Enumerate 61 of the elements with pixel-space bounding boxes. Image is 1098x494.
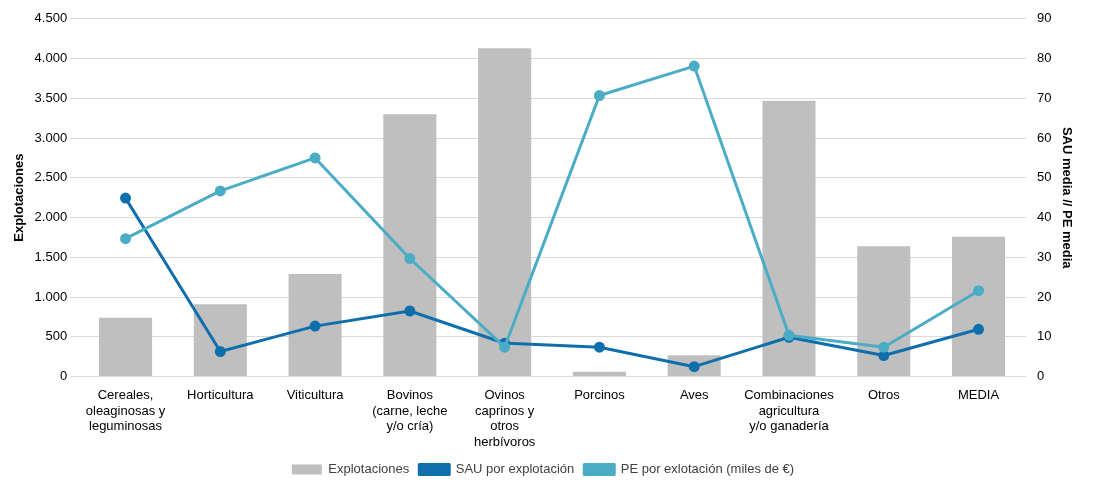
x-tick-label: MEDIA bbox=[957, 386, 1000, 402]
y-tick-label: 3.500 bbox=[34, 89, 68, 105]
y2-tick-label: 80 bbox=[1036, 50, 1052, 66]
y-axis-title: Explotaciones bbox=[11, 153, 27, 242]
point bbox=[309, 152, 321, 164]
x-tick-label: Ovinos caprinos y otros herbívoros bbox=[473, 386, 536, 449]
bar bbox=[383, 114, 437, 377]
point bbox=[120, 192, 132, 204]
y-tick-label: 500 bbox=[45, 328, 68, 344]
x-tick-label: Aves bbox=[679, 386, 710, 402]
point bbox=[688, 60, 700, 72]
y2-tick-label: 0 bbox=[1036, 368, 1045, 384]
point bbox=[404, 305, 416, 317]
y2-tick-label: 90 bbox=[1036, 10, 1052, 26]
legend-label: PE por exlotación (miles de €) bbox=[620, 461, 795, 477]
x-tick-label: Porcinos bbox=[574, 386, 626, 402]
legend-label: Explotaciones bbox=[328, 461, 410, 477]
point bbox=[593, 341, 605, 353]
point bbox=[499, 341, 511, 353]
y-tick-label: 1.000 bbox=[34, 288, 68, 304]
bar bbox=[288, 274, 342, 377]
x-tick-label: Bovinos (carne, leche y/o cría) bbox=[372, 386, 448, 434]
x-tick-label: Combinaciones agricultura y/o ganadería bbox=[744, 386, 835, 434]
y-tick-label: 2.500 bbox=[34, 169, 68, 185]
point bbox=[120, 233, 132, 245]
point bbox=[688, 361, 700, 373]
y2-tick-label: 10 bbox=[1036, 328, 1052, 344]
bar bbox=[98, 317, 153, 377]
point bbox=[593, 90, 605, 102]
point bbox=[973, 285, 985, 297]
y2-tick-label: 30 bbox=[1036, 248, 1052, 264]
y2-tick-label: 50 bbox=[1036, 169, 1052, 185]
y-tick-label: 0 bbox=[59, 368, 68, 384]
bar bbox=[762, 100, 816, 377]
y2-tick-label: 20 bbox=[1036, 288, 1052, 304]
x-tick-label: Viticultura bbox=[286, 386, 345, 402]
y-tick-label: 4.000 bbox=[34, 50, 68, 66]
bar bbox=[857, 246, 911, 377]
y-tick-label: 1.500 bbox=[34, 248, 68, 264]
y2-tick-label: 70 bbox=[1036, 89, 1052, 105]
bar bbox=[478, 48, 532, 377]
x-tick-label: Horticultura bbox=[187, 386, 255, 402]
point bbox=[214, 185, 226, 197]
x-tick-label: Cereales, oleaginosas y leguminosas bbox=[85, 386, 166, 434]
point bbox=[973, 323, 985, 335]
y-tick-label: 2.000 bbox=[34, 209, 68, 225]
x-tick-label: Otros bbox=[867, 386, 901, 402]
legend-label: SAU por explotación bbox=[455, 461, 575, 477]
bar bbox=[572, 371, 626, 377]
y-tick-label: 4.500 bbox=[34, 10, 68, 26]
point bbox=[309, 320, 321, 332]
y-tick-label: 3.000 bbox=[34, 129, 68, 145]
y2-axis-title: SAU media // PE media bbox=[1059, 126, 1075, 270]
y2-tick-label: 60 bbox=[1036, 129, 1052, 145]
point bbox=[878, 341, 890, 353]
y2-tick-label: 40 bbox=[1036, 209, 1052, 225]
point bbox=[878, 350, 890, 362]
point bbox=[214, 346, 226, 358]
bar bbox=[952, 236, 1006, 377]
point bbox=[404, 253, 416, 265]
bar bbox=[193, 304, 247, 377]
